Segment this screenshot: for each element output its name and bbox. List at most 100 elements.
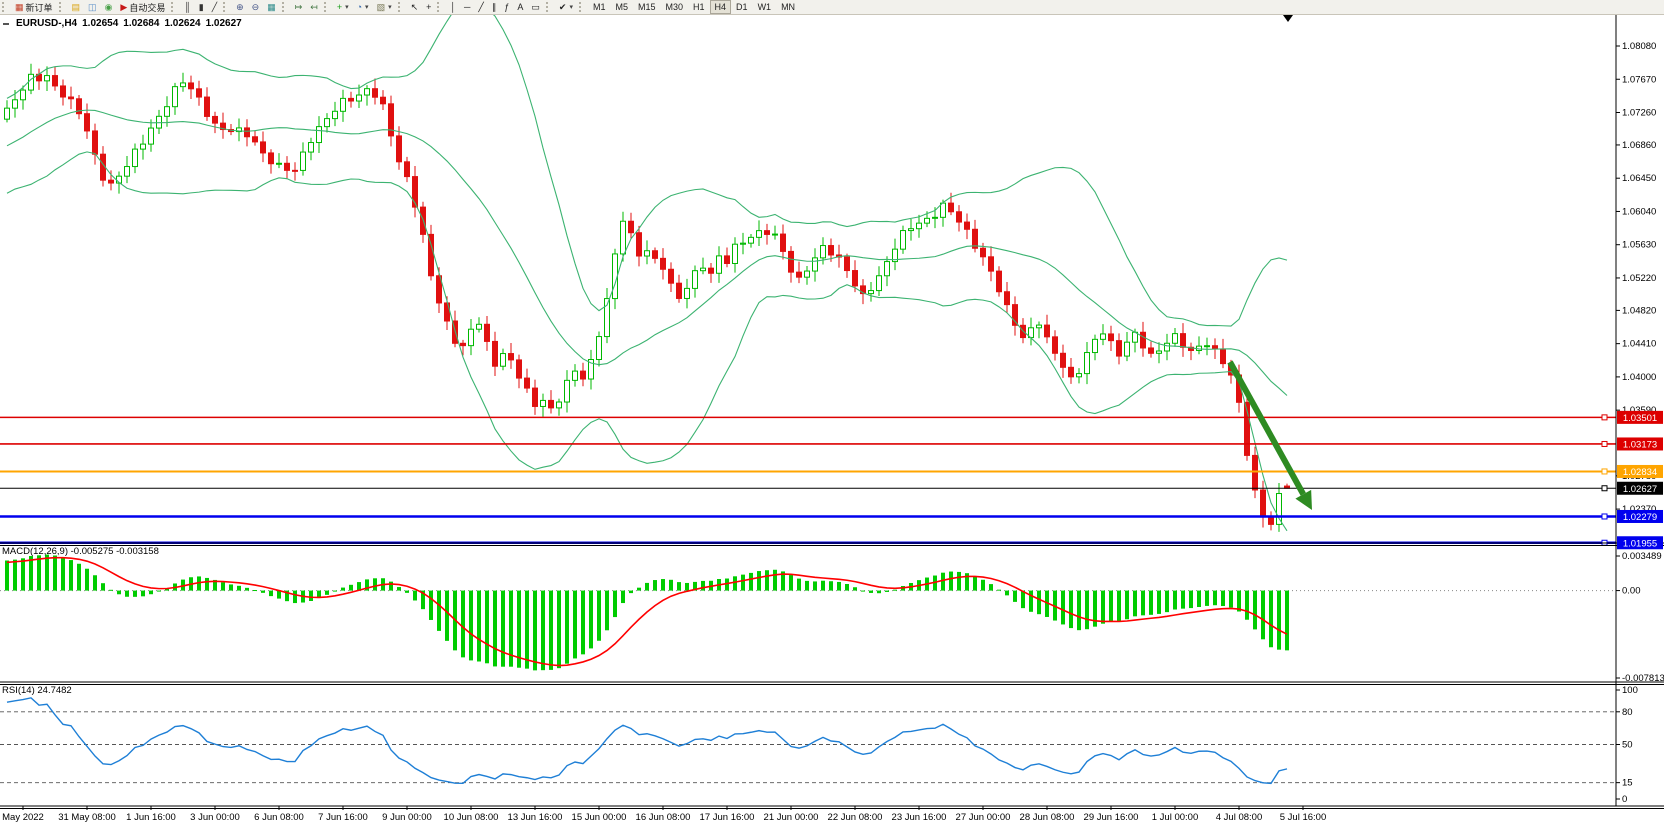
candle (764, 223, 770, 245)
chart-shift-marker[interactable] (1283, 15, 1293, 22)
toolbar-drag-handle[interactable] (281, 2, 289, 12)
tf-m1-button[interactable]: M1 (592, 2, 606, 12)
time-axis-label: 21 Jun 00:00 (764, 812, 819, 823)
price-axis-label: 1.06450 (1622, 173, 1656, 184)
macd-histogram-bar (597, 590, 601, 641)
zoom-out-button[interactable]: ⊖ (248, 0, 264, 14)
add-indicator-icon: + (336, 2, 343, 12)
candle-body (316, 126, 322, 144)
navigator-button[interactable]: ◫ (84, 0, 101, 14)
macd-histogram-bar (101, 583, 105, 591)
candle-body (212, 115, 218, 124)
resistance-line-2-handle[interactable] (1601, 440, 1608, 447)
toolbar-drag-handle[interactable] (545, 2, 553, 12)
pivot-line-handle[interactable] (1601, 468, 1608, 475)
candle-body (908, 228, 914, 232)
candle (196, 80, 202, 106)
rsi-layer (0, 697, 1616, 785)
chevron-down-icon: ▾ (569, 4, 573, 11)
tf-mn-button[interactable]: MN (781, 2, 796, 12)
templates-button[interactable]: ▧ ▾ (373, 0, 396, 14)
candle-body (668, 268, 674, 284)
chart-bars-button[interactable]: ║ (180, 0, 194, 14)
toolbar-drag-handle[interactable] (437, 2, 444, 12)
vline-button[interactable]: │ (446, 0, 460, 14)
crosshair-button[interactable]: + (422, 0, 435, 14)
market-watch-button[interactable]: ▤ (68, 0, 85, 14)
candle-body (308, 142, 314, 153)
candle-body (692, 270, 698, 289)
candle-body (148, 127, 154, 145)
macd-histogram-bar (477, 590, 481, 662)
new-order-button[interactable]: ▦ 新订单 (11, 0, 57, 14)
arrows-button[interactable]: ✔ ▾ (555, 0, 577, 14)
candle-body (948, 202, 954, 213)
periods-button[interactable]: ◔ ▾ (353, 0, 373, 14)
price-axis-label: 1.06860 (1622, 140, 1656, 151)
candle-body (1188, 346, 1194, 351)
trend-arrow[interactable] (1227, 360, 1312, 510)
fibonacci-button[interactable]: ƒ (500, 0, 513, 14)
resistance-line-1-handle[interactable] (1601, 414, 1608, 421)
candle (516, 354, 522, 389)
time-axis-label: 10 Jun 08:00 (444, 812, 499, 823)
add-indicator-button[interactable]: + ▾ (333, 0, 353, 14)
label-button[interactable]: ▭ (527, 0, 544, 14)
ohlc-close: 1.02627 (205, 18, 242, 29)
text-button[interactable]: A (513, 0, 527, 14)
hline-button[interactable]: ─ (460, 0, 474, 14)
tf-h1-button[interactable]: H1 (693, 2, 705, 12)
candle-body (492, 340, 498, 367)
candle (548, 390, 554, 414)
tf-m30-button[interactable]: M30 (665, 2, 684, 12)
candle (140, 134, 146, 160)
tile-windows-button[interactable]: ▦ (263, 0, 280, 14)
candle-body (660, 257, 666, 270)
chart-line-button[interactable]: ╱ (208, 0, 221, 14)
chart-candles-button[interactable]: ▮ (195, 0, 208, 14)
candle (972, 219, 978, 253)
candle-body (1068, 366, 1074, 378)
chart-shift-button[interactable]: ↤ (306, 0, 322, 14)
macd-histogram-bar (93, 575, 97, 591)
tf-m5-button[interactable]: M5 (615, 2, 628, 12)
price-axis-label: 1.03590 (1622, 405, 1656, 416)
alerts-button[interactable]: ◉ (101, 0, 117, 14)
tf-m15-button[interactable]: M15 (637, 2, 656, 12)
toolbar-drag-handle[interactable] (397, 2, 405, 12)
candle (828, 238, 834, 262)
bid-price-line-handle[interactable] (1601, 485, 1608, 492)
macd-histogram-bar (989, 584, 993, 591)
trendline-button[interactable]: ╱ (474, 0, 487, 14)
auto-scroll-button[interactable]: ↦ (291, 0, 307, 14)
toolbar-drag-handle[interactable] (171, 2, 178, 12)
equidistant-channel-button[interactable]: ∥ (488, 0, 501, 14)
time-axis-label: 23 Jun 16:00 (892, 812, 947, 823)
resistance-line-2-badge-label: 1.03173 (1623, 439, 1657, 450)
auto-trading-button[interactable]: ▶ 自动交易 (116, 0, 169, 14)
toolbar-group-timeframes: M1 M5 M15 M30 H1 H4 D1 W1 MN (577, 0, 800, 14)
candle-body (108, 179, 114, 184)
toolbar-drag-handle[interactable] (58, 2, 66, 12)
toolbar-drag-handle[interactable] (578, 2, 586, 12)
tf-d1-button[interactable]: D1 (736, 2, 748, 12)
time-axis-label: 15 Jun 00:00 (572, 812, 627, 823)
toolbar-drag-handle[interactable] (2, 2, 9, 12)
price-axis-label: 1.04000 (1622, 372, 1656, 383)
candle-body (996, 270, 1002, 293)
candle-body (364, 88, 370, 96)
tf-w1-button[interactable]: W1 (757, 2, 772, 12)
candle-body (380, 96, 386, 105)
candle (380, 90, 386, 111)
macd-histogram-bar (125, 590, 129, 597)
candle-body (1124, 341, 1130, 357)
support-line-1-handle[interactable] (1601, 513, 1608, 520)
price-axis-label: 1.08080 (1622, 41, 1656, 52)
candle (892, 238, 898, 271)
toolbar-drag-handle[interactable] (223, 2, 230, 12)
toolbar-drag-handle[interactable] (323, 2, 331, 12)
cursor-button[interactable]: ↖ (407, 0, 423, 14)
tf-h4-button[interactable]: H4 (709, 0, 732, 14)
zoom-in-button[interactable]: ⊕ (232, 0, 248, 14)
